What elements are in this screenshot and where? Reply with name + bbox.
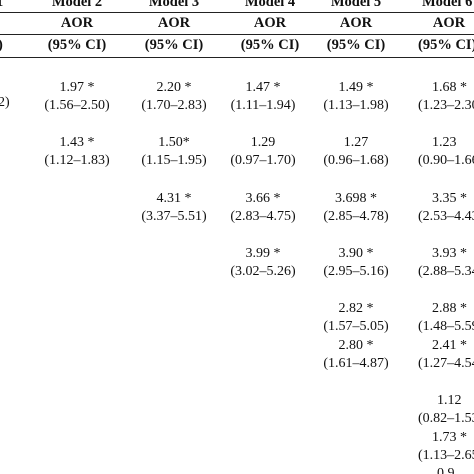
r4-m5-ci: (2.95–5.16) [323,264,389,279]
r6-m6-ci: (1.27–4.54 [418,356,474,371]
r6-m6-aor: 2.41 * [432,338,467,353]
r8-m6-ci: (1.13–2.65 [418,448,474,463]
r3-m3-ci: (3.37–5.51) [141,209,207,224]
model-6-header: Model 6 [422,0,473,10]
r5-m5-ci: (1.57–5.05) [323,319,389,334]
r1-m4-ci: (1.11–1.94) [230,98,296,113]
r3-m6-aor: 3.35 * [432,191,467,206]
r2-m4-aor: 1.29 [250,135,276,150]
r9-m6-aor: 0.9 [437,466,455,474]
r7-m6-ci: (0.82–1.53 [418,411,474,426]
aor-label-m2: AOR [60,15,94,31]
r4-m5-aor: 3.90 * [338,246,374,261]
model-3-header: Model 3 [148,0,200,10]
ci-label-m2: (95% CI) [47,37,107,53]
r3-m6-ci: (2.53–4.43 [418,209,474,224]
r2-m5-aor: 1.27 [343,135,369,150]
r3-m5-ci: (2.85–4.78) [323,209,389,224]
model-2-header: Model 2 [51,0,103,10]
ci-label-m1: ) [0,37,3,54]
header-rule-1 [0,12,474,13]
r1-m5-ci: (1.13–1.98) [323,98,389,113]
r2-m6-aor: 1.23 [432,135,457,150]
r1-m2-ci: (1.56–2.50) [44,98,110,113]
r5-m6-ci: (1.48–5.59 [418,319,474,334]
r1-m5-aor: 1.49 * [338,80,374,95]
r1-m4-aor: 1.47 * [245,80,281,95]
aor-label-m6: AOR [432,15,466,31]
r3-m4-aor: 3.66 * [245,191,281,206]
r1-m3-aor: 2.20 * [156,80,192,95]
r4-m4-aor: 3.99 * [245,246,281,261]
model-1-header: 1 [0,0,3,11]
r4-m6-aor: 3.93 * [432,246,467,261]
aor-label-m5: AOR [339,15,373,31]
r6-m5-ci: (1.61–4.87) [323,356,389,371]
aor-label-m4: AOR [253,15,287,31]
ci-label-m6: (95% CI) [418,37,474,53]
model-4-header: Model 4 [244,0,296,10]
r1-m2-aor: 1.97 * [59,80,95,95]
r3-m5-aor: 3.698 * [335,191,377,206]
r8-m6-aor: 1.73 * [432,430,467,445]
r1-m3-ci: (1.70–2.83) [141,98,207,113]
ci-label-m5: (95% CI) [326,37,386,53]
r5-m5-aor: 2.82 * [338,301,374,316]
ci-label-m3: (95% CI) [144,37,204,53]
ci-label-m4: (95% CI) [240,37,300,53]
r3-m4-ci: (2.83–4.75) [230,209,296,224]
header-rule-2 [0,34,474,35]
r4-m4-ci: (3.02–5.26) [230,264,296,279]
r1-m6-ci: (1.23–2.30 [418,98,474,113]
aor-label-m3: AOR [157,15,191,31]
r7-m6-aor: 1.12 [437,393,462,408]
r2-m2-aor: 1.43 * [59,135,95,150]
r2-m3-ci: (1.15–1.95) [141,153,207,168]
r2-m5-ci: (0.96–1.68) [323,153,389,168]
r2-m3-aor: 1.50* [158,135,190,150]
r4-m6-ci: (2.88–5.34 [418,264,474,279]
r1-m6-aor: 1.68 * [432,80,467,95]
r5-m6-aor: 2.88 * [432,301,467,316]
model-5-header: Model 5 [330,0,382,10]
r2-m6-ci: (0.90–1.66 [418,153,474,168]
r2-m4-ci: (0.97–1.70) [230,153,296,168]
header-rule-3 [0,57,474,58]
m1-value-fragment: 2) [0,95,10,110]
r2-m2-ci: (1.12–1.83) [44,153,110,168]
r3-m3-aor: 4.31 * [156,191,192,206]
r6-m5-aor: 2.80 * [338,338,374,353]
